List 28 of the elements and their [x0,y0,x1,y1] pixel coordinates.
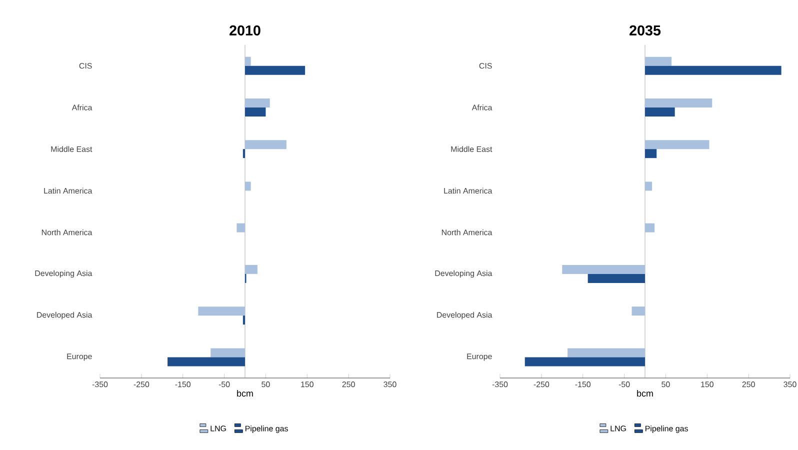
bar [645,149,657,158]
bar [645,56,672,66]
bar [168,357,245,366]
bar [524,357,646,366]
bar [245,98,270,108]
bar [245,107,266,116]
bar [632,306,646,316]
bar [645,98,712,108]
bar [245,66,306,75]
bar [562,264,646,274]
bar [645,66,782,75]
bar [245,182,251,191]
chart-title: 2010 [230,25,260,36]
bar [198,306,245,316]
bar [245,264,258,274]
bar [568,348,646,358]
bar [645,107,675,116]
bar [236,223,245,232]
x-axis-title: bcm [637,390,653,397]
chart-title: 2035 [630,25,661,36]
bar [588,274,646,283]
bar [245,140,286,150]
bar [645,182,652,191]
bar [245,56,251,66]
bar [645,140,710,150]
bar [645,223,655,232]
bar [210,348,245,358]
x-axis-title: bcm [237,390,253,397]
